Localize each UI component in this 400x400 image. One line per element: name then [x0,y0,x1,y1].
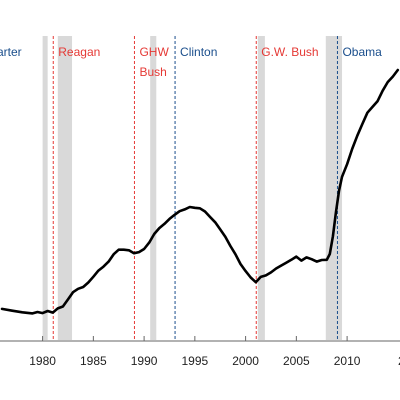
x-tick-label-0: 1980 [29,354,56,368]
x-tick-label-2: 1990 [131,354,158,368]
series-line [0,68,400,315]
recession-band-4 [325,36,343,340]
recession-band-3 [257,36,265,340]
x-tick-label-3: 1995 [181,354,208,368]
presidency-label-5: Obama [342,45,382,59]
presidency-label-1: Reagan [58,45,100,59]
presidency-label-3: Clinton [180,45,217,59]
presidency-label-4: G.W. Bush [261,45,318,59]
x-axis: 1980 1985 1990 1995 2000 2005 2010 2 [0,336,400,368]
recession-bands [42,36,343,340]
recession-band-2 [150,36,157,340]
x-tick-label-6: 2010 [334,354,361,368]
series-layer [0,68,400,315]
recession-band-0 [42,36,48,340]
x-tick-label-clipped: 2 [398,354,400,368]
presidency-label-2-1: Bush [139,65,166,79]
x-tick-label-5: 2005 [283,354,310,368]
x-tick-label-1: 1985 [80,354,107,368]
presidency-label-0: arter [0,45,22,59]
presidency-labels: arter Reagan GHW Bush Clinton G.W. Bush Obama [0,45,382,79]
recession-band-1 [57,36,73,340]
presidency-label-2-0: GHW [139,45,169,59]
presidency-divider-lines [52,36,338,340]
x-tick-label-4: 2000 [232,354,259,368]
